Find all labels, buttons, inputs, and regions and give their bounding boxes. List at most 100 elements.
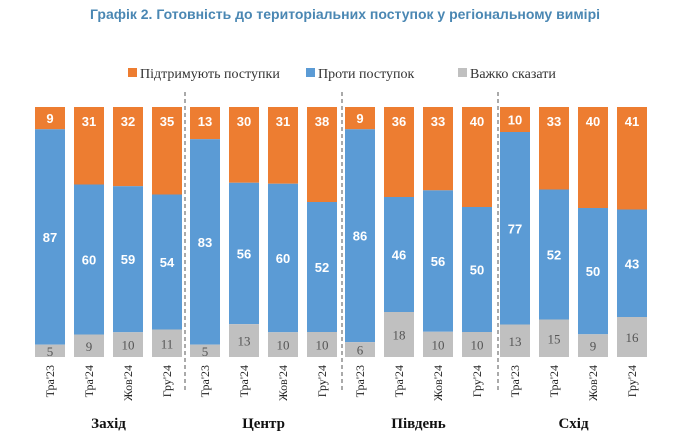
- tick-label: Тра'24: [237, 365, 251, 397]
- bar-segment: [152, 194, 182, 330]
- tick-label: Тра'24: [547, 365, 561, 397]
- data-label: 35: [160, 114, 174, 129]
- legend-swatch: [306, 68, 315, 77]
- data-label: 9: [356, 111, 363, 126]
- data-label: 54: [160, 255, 175, 270]
- bar-segment: [578, 107, 608, 209]
- data-label: 83: [198, 235, 212, 250]
- legend-entry: Важко сказати: [470, 67, 556, 82]
- tick-label: Жов'24: [586, 365, 600, 401]
- data-label: 13: [238, 334, 251, 349]
- bar-segment: [268, 183, 298, 333]
- bar-segment: [190, 344, 220, 357]
- group-label: Південь: [391, 416, 445, 432]
- bar-segment: [74, 184, 104, 335]
- data-label: 33: [547, 114, 561, 129]
- bar-segment: [35, 129, 65, 345]
- bar-segment: [345, 107, 375, 130]
- data-label: 32: [121, 114, 135, 129]
- bar-segment: [500, 107, 530, 132]
- bar-segment: [384, 107, 414, 197]
- data-label: 13: [509, 334, 522, 349]
- data-label: 40: [586, 114, 600, 129]
- bar-segment: [617, 317, 647, 357]
- data-label: 43: [625, 256, 639, 271]
- data-label: 86: [353, 229, 367, 244]
- group-separators: [184, 92, 499, 390]
- tick-label: Гру'24: [470, 365, 484, 397]
- data-label: 60: [82, 253, 96, 268]
- tick-label: Гру'24: [160, 365, 174, 397]
- data-label: 59: [121, 252, 135, 267]
- bar-segment: [345, 129, 375, 343]
- legend-entry: Проти поступок: [318, 67, 415, 82]
- bar-segment: [617, 107, 647, 210]
- bar-segment: [152, 329, 182, 357]
- bar-segment: [500, 324, 530, 357]
- bar-segment: [384, 312, 414, 357]
- data-label: 10: [508, 113, 522, 128]
- data-label: 87: [43, 230, 57, 245]
- tick-labels: Тра'23 Тра'24 Жов'24 Гру'24 Тра'23 Тра'24 Жов'…: [43, 365, 639, 401]
- legend: Підтримують поступки Проти поступок Важко …: [128, 67, 556, 82]
- data-label: 15: [548, 331, 561, 346]
- bar-segment: [539, 189, 569, 320]
- bar-segment: [462, 107, 492, 207]
- bar-segment: [307, 332, 337, 357]
- bar-segment: [268, 332, 298, 357]
- data-label: 10: [316, 338, 329, 353]
- data-label: 33: [431, 114, 445, 129]
- legend-swatch: [128, 68, 137, 77]
- tick-label: Жов'24: [276, 365, 290, 401]
- bar-segment: [229, 324, 259, 357]
- data-label: 11: [161, 336, 174, 351]
- data-label: 18: [393, 328, 406, 343]
- bar-segment: [74, 107, 104, 185]
- data-label: 46: [392, 248, 406, 263]
- data-label: 5: [47, 344, 54, 359]
- data-label: 10: [471, 338, 484, 353]
- bar-segment: [113, 332, 143, 357]
- tick-label: Жов'24: [121, 365, 135, 401]
- data-label: 56: [431, 254, 445, 269]
- bar-segment: [307, 107, 337, 202]
- data-label: 56: [237, 246, 251, 261]
- bar-segment: [578, 334, 608, 357]
- group-labels: Захід Центр Південь Схід: [91, 416, 589, 432]
- bar-segment: [539, 107, 569, 190]
- bar-segment: [462, 332, 492, 357]
- data-label: 30: [237, 114, 251, 129]
- data-label: 38: [315, 114, 329, 129]
- bar-segment: [423, 190, 453, 332]
- data-label: 52: [547, 248, 561, 263]
- data-label: 10: [277, 338, 290, 353]
- bar-segment: [74, 334, 104, 357]
- data-label: 13: [198, 114, 212, 129]
- bar-segment: [423, 107, 453, 191]
- data-label: 16: [626, 330, 640, 345]
- bar-segment: [617, 209, 647, 317]
- data-label: 36: [392, 114, 406, 129]
- data-label: 9: [590, 339, 597, 354]
- tick-label: Гру'24: [315, 365, 329, 397]
- tick-label: Тра'24: [392, 365, 406, 397]
- bar-segment: [190, 139, 220, 345]
- group-label: Захід: [91, 416, 126, 432]
- data-label: 40: [470, 114, 484, 129]
- bar-segment: [307, 202, 337, 332]
- data-label: 10: [432, 337, 445, 352]
- bar-segment: [229, 182, 259, 325]
- bars: 9 87 5 31 60 9 32 59 10 35 54 11 13 83 5 30 56 13 31 60 10 38…: [35, 107, 647, 359]
- data-label: 41: [625, 114, 639, 129]
- data-label: 9: [46, 111, 53, 126]
- bar-segment: [423, 331, 453, 357]
- data-label: 60: [276, 251, 290, 266]
- data-label: 52: [315, 260, 329, 275]
- tick-label: Гру'24: [625, 365, 639, 397]
- bar-segment: [113, 186, 143, 333]
- data-label: 9: [86, 339, 93, 354]
- bar-segment: [345, 342, 375, 357]
- group-label: Центр: [242, 416, 285, 432]
- bar-segment: [539, 319, 569, 357]
